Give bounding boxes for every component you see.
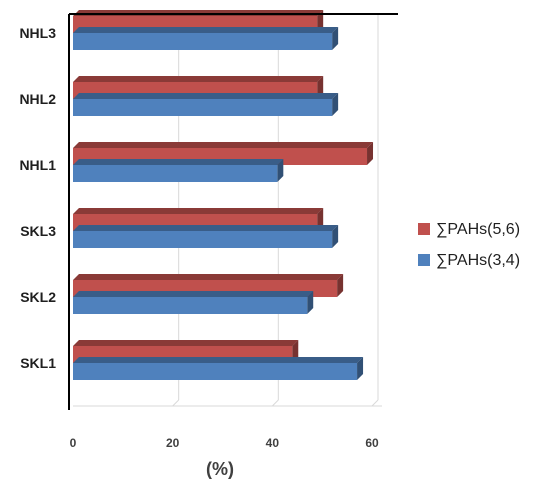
- bar-side-face: [332, 27, 339, 50]
- gridline-floor: [271, 399, 279, 407]
- bar-top-face: [73, 76, 324, 82]
- bar-top-face: [73, 340, 299, 346]
- bar: [73, 93, 339, 116]
- gridline-floor: [371, 399, 379, 407]
- bar-top-face: [73, 208, 324, 214]
- bar-side-face: [337, 274, 344, 297]
- x-tick-label: 40: [266, 436, 280, 450]
- bar: [73, 225, 339, 248]
- bar-top-face: [73, 27, 339, 33]
- x-tick-label: 20: [166, 436, 180, 450]
- bar-side-face: [367, 142, 374, 165]
- bar-front-face: [73, 99, 333, 116]
- gridline-floor: [172, 399, 180, 407]
- category-label: SKL1: [20, 355, 56, 371]
- x-tick-label: 60: [365, 436, 379, 450]
- bars: [73, 10, 374, 380]
- category-label: SKL2: [20, 289, 56, 305]
- x-tick-labels: 0 20 40 60: [70, 436, 379, 450]
- bar: [73, 159, 284, 182]
- bar: [73, 357, 364, 380]
- bar-front-face: [73, 33, 333, 50]
- bar-front-face: [73, 297, 308, 314]
- bar-side-face: [357, 357, 364, 380]
- bar-side-face: [307, 291, 314, 314]
- category-label: NHL3: [19, 25, 56, 41]
- bar-top-face: [73, 225, 339, 231]
- bar-front-face: [73, 231, 333, 248]
- bar-front-face: [73, 363, 358, 380]
- bar-top-face: [73, 357, 364, 363]
- legend-label: ∑PAHs(5,6): [436, 221, 520, 238]
- bar-top-face: [73, 274, 344, 280]
- category-label: NHL1: [19, 157, 56, 173]
- bar-top-face: [73, 142, 374, 148]
- category-label: SKL3: [20, 223, 56, 239]
- bar-top-face: [73, 291, 314, 297]
- bar: [73, 291, 314, 314]
- legend-label: ∑PAHs(3,4): [436, 252, 520, 269]
- axes: [68, 13, 398, 410]
- x-axis-title: (%): [206, 459, 234, 479]
- legend-swatch: [418, 223, 430, 235]
- legend: ∑PAHs(5,6) ∑PAHs(3,4): [418, 221, 520, 269]
- legend-swatch: [418, 254, 430, 266]
- category-labels: SKL1 SKL2 SKL3 NHL1 NHL2 NHL3: [19, 25, 56, 371]
- bar-top-face: [73, 159, 284, 165]
- category-label: NHL2: [19, 91, 56, 107]
- bar-side-face: [277, 159, 284, 182]
- bar-front-face: [73, 165, 278, 182]
- x-tick-label: 0: [70, 436, 77, 450]
- bar-top-face: [73, 93, 339, 99]
- bar-side-face: [332, 225, 339, 248]
- bar-side-face: [332, 93, 339, 116]
- bar: [73, 27, 339, 50]
